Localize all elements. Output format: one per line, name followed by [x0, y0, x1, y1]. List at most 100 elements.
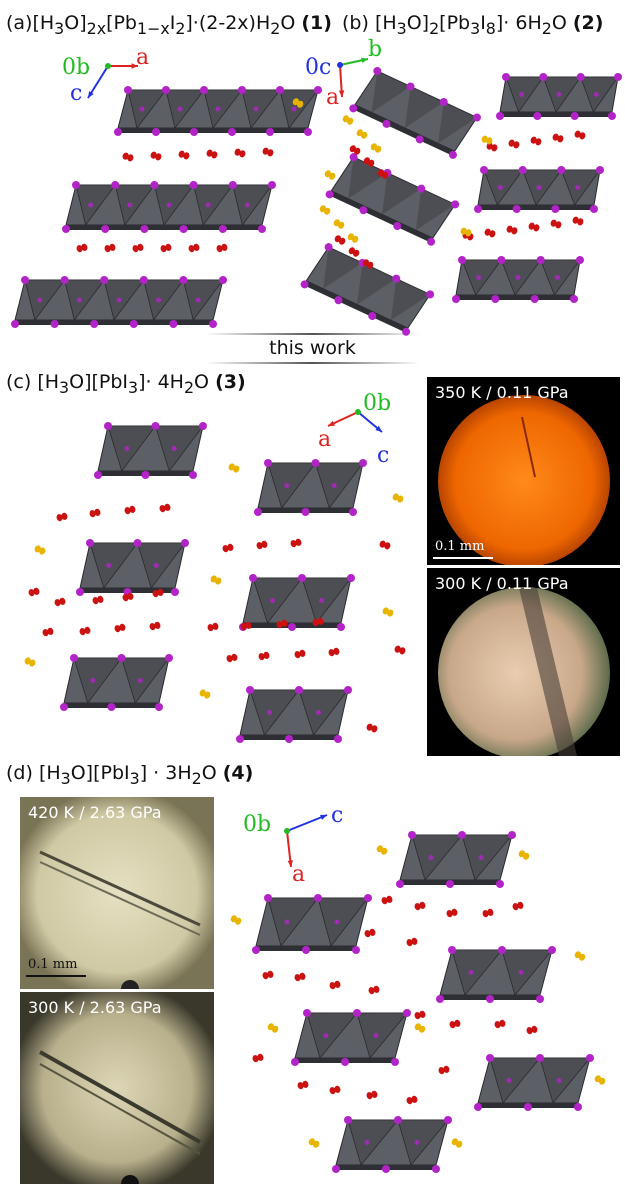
water-molecule — [262, 147, 274, 157]
iodine-atom — [304, 128, 312, 136]
water-molecule — [297, 1080, 309, 1090]
iodine-atom — [90, 320, 99, 328]
iodine-atom — [268, 181, 276, 189]
water-molecule — [210, 575, 222, 585]
water-molecule — [258, 651, 270, 661]
iodine-atom — [303, 1009, 311, 1017]
chain-a1 — [114, 86, 322, 136]
water-molecule — [89, 508, 101, 518]
axis-origin-label: 0b — [62, 55, 90, 80]
iodine-atom — [252, 946, 260, 954]
iodine-atom — [189, 471, 197, 479]
iodine-atom — [111, 181, 120, 189]
iodine-atom — [364, 894, 372, 902]
axis-origin-label: 0b — [243, 812, 271, 837]
water-molecule — [329, 1085, 341, 1095]
photo-c-300K: 300 K / 0.11 GPa — [427, 568, 620, 756]
water-molecule — [364, 928, 376, 938]
iodine-atom — [94, 471, 102, 479]
water-molecule — [290, 538, 302, 548]
iodine-atom — [76, 588, 84, 596]
water-molecule — [312, 617, 324, 627]
axis-label: c — [331, 803, 343, 828]
iodine-atom — [152, 128, 160, 136]
iodine-atom — [101, 225, 110, 233]
axis-label: a — [136, 45, 149, 70]
iodine-atom — [536, 256, 545, 264]
water-molecule — [199, 689, 211, 699]
iodine-atom — [382, 1165, 390, 1173]
iodine-atom — [104, 422, 112, 430]
iodine-atom — [557, 166, 566, 174]
water-molecule — [122, 592, 134, 602]
iodine-atom — [179, 225, 188, 233]
water-molecule — [222, 543, 234, 553]
scale-label-d: 0.1 mm — [28, 957, 78, 972]
water-molecule — [574, 130, 586, 140]
water-molecule — [276, 619, 288, 629]
scale-bar-d — [26, 975, 86, 977]
water-molecule — [518, 850, 530, 860]
axis-origin-label: 0b — [363, 391, 391, 416]
iodine-atom — [70, 654, 78, 662]
water-molecule — [366, 723, 378, 733]
iodine-atom — [190, 128, 198, 136]
chain-d3 — [436, 946, 556, 1003]
chain-d5 — [474, 1054, 594, 1111]
iodine-atom — [496, 880, 504, 888]
chain-c5 — [239, 574, 355, 631]
iodine-atom — [512, 205, 521, 213]
iodine-atom — [452, 295, 460, 303]
water-molecule — [486, 142, 498, 152]
water-molecule — [252, 1053, 264, 1063]
axis-label: a — [326, 85, 339, 110]
iodine-atom — [341, 1058, 349, 1066]
iodine-atom — [524, 1103, 532, 1111]
water-molecule — [294, 649, 306, 659]
axis-label: c — [377, 443, 389, 468]
iodine-atom — [236, 735, 244, 743]
water-molecule — [438, 1065, 450, 1075]
iodine-atom — [347, 574, 355, 582]
water-molecule — [228, 463, 240, 473]
chain-b4 — [496, 73, 622, 120]
iodine-atom — [394, 1116, 402, 1124]
chain-d6 — [332, 1116, 452, 1173]
formula-c: [H3O][PbI3]· 4H2O — [37, 371, 210, 397]
water-molecule — [574, 951, 586, 961]
iodine-atom — [480, 166, 488, 174]
iodine-atom — [264, 894, 272, 902]
iodine-atom — [332, 1165, 340, 1173]
photo-d-420K: 420 K / 2.63 GPa 0.1 mm — [20, 797, 214, 989]
water-molecule — [267, 1023, 279, 1033]
photo-c-bottom-label: 300 K / 0.11 GPa — [435, 574, 569, 593]
water-molecule — [122, 152, 134, 162]
iodine-atom — [165, 654, 173, 662]
water-molecule — [234, 148, 246, 158]
iodine-atom — [162, 86, 170, 94]
water-molecule — [362, 259, 374, 269]
iodine-atom — [302, 946, 310, 954]
iodine-atom — [288, 623, 296, 631]
iodine-atom — [314, 86, 322, 94]
iodine-atom — [498, 946, 506, 954]
iodine-atom — [141, 471, 150, 479]
water-molecule — [104, 243, 116, 253]
water-molecule — [506, 225, 518, 235]
iodine-atom — [444, 1116, 452, 1124]
axis-origin-label: 0c — [305, 55, 331, 80]
iodine-atom — [301, 508, 310, 516]
chain-c2 — [76, 539, 189, 596]
iodine-atom — [344, 1116, 352, 1124]
iodine-atom — [11, 320, 19, 328]
water-molecule — [451, 1138, 463, 1148]
panel-d-label: (d) [H3O][PbI3] · 3H2O (4) — [6, 762, 254, 788]
water-molecule — [256, 540, 268, 550]
iodine-atom — [491, 295, 500, 303]
axis-label: a — [292, 862, 305, 887]
water-molecule — [79, 626, 91, 636]
chain-b5 — [474, 166, 604, 213]
water-molecule — [382, 607, 394, 617]
water-molecule — [394, 645, 406, 655]
iodine-atom — [432, 1165, 440, 1173]
